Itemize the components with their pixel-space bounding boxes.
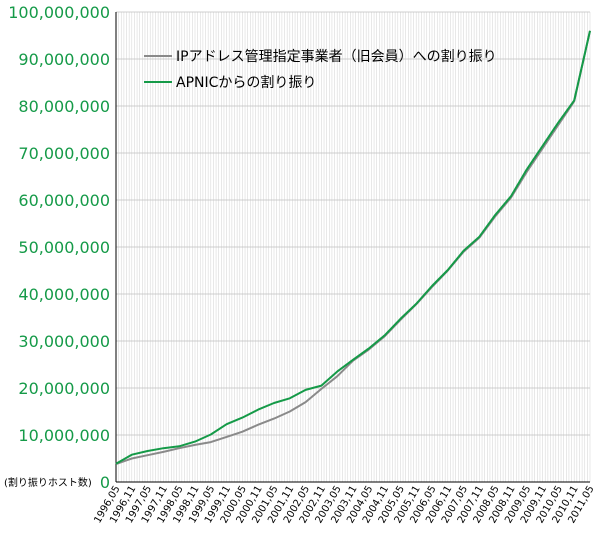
y-tick-label: 0: [100, 473, 110, 492]
y-tick-label: 40,000,000: [18, 285, 110, 304]
x-axis-ticks: 1996,051996,111997,051997,111998,051998,…: [92, 484, 596, 525]
y-tick-label: 10,000,000: [18, 426, 110, 445]
grid-lines: [115, 11, 591, 483]
y-tick-label: 70,000,000: [18, 144, 110, 163]
legend-label-series-1: APNICからの割り振り: [176, 74, 316, 91]
series-lines: [115, 30, 591, 466]
y-tick-label: 80,000,000: [18, 97, 110, 116]
y-tick-label: 90,000,000: [18, 50, 110, 69]
y-tick-label: 60,000,000: [18, 191, 110, 210]
legend-label-series-0: IPアドレス管理指定事業者（旧会員）への割り振り: [176, 48, 497, 65]
y-tick-label: 100,000,000: [8, 3, 110, 22]
y-tick-label: 50,000,000: [18, 238, 110, 257]
legend: IPアドレス管理指定事業者（旧会員）への割り振り APNICからの割り振り: [144, 48, 497, 91]
y-axis-ticks: 0 10,000,000 20,000,000 30,000,000 40,000,00…: [8, 3, 110, 492]
y-tick-label: 20,000,000: [18, 379, 110, 398]
y-axis-unit-label: (割り振りホスト数): [4, 476, 92, 489]
y-tick-label: 30,000,000: [18, 332, 110, 351]
series-line-1: [115, 30, 591, 465]
